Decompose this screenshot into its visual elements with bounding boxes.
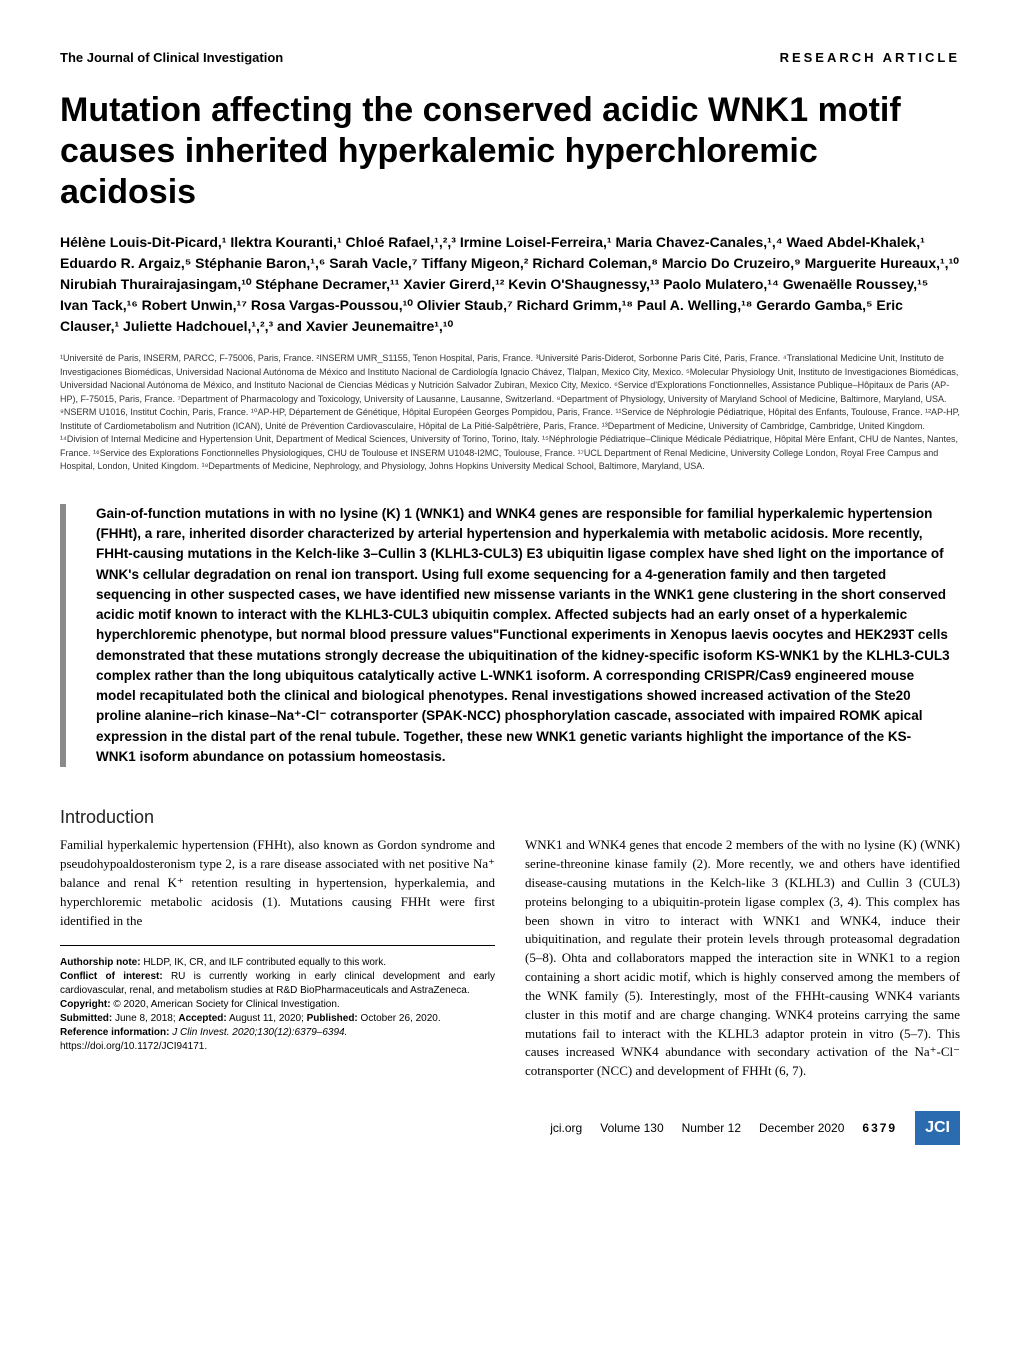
body-columns: Familial hyperkalemic hypertension (FHHt… <box>60 836 960 1081</box>
accepted-label: Accepted: <box>178 1013 226 1024</box>
accepted-text: August 11, 2020; <box>227 1013 307 1024</box>
doi-text: https://doi.org/10.1172/JCI94171. <box>60 1040 495 1054</box>
copyright-label: Copyright: <box>60 999 111 1010</box>
introduction-heading: Introduction <box>60 807 960 828</box>
abstract-block: Gain-of-function mutations in with no ly… <box>60 504 960 767</box>
jci-badge: JCI <box>915 1111 960 1145</box>
article-type: RESEARCH ARTICLE <box>780 50 960 65</box>
authorship-note: Authorship note: HLDP, IK, CR, and ILF c… <box>60 956 495 970</box>
journal-name: The Journal of Clinical Investigation <box>60 50 283 65</box>
dates-note: Submitted: June 8, 2018; Accepted: Augus… <box>60 1012 495 1026</box>
intro-right-text: WNK1 and WNK4 genes that encode 2 member… <box>525 836 960 1081</box>
footer-site: jci.org <box>550 1121 582 1135</box>
footer-date: December 2020 <box>759 1121 844 1135</box>
reference-text: J Clin Invest. 2020;130(12):6379–6394. <box>169 1027 347 1038</box>
published-label: Published: <box>307 1013 358 1024</box>
reference-note: Reference information: J Clin Invest. 20… <box>60 1026 495 1040</box>
page-header: The Journal of Clinical Investigation RE… <box>60 50 960 65</box>
footnotes: Authorship note: HLDP, IK, CR, and ILF c… <box>60 956 495 1054</box>
authorship-text: HLDP, IK, CR, and ILF contributed equall… <box>141 957 387 968</box>
authorship-label: Authorship note: <box>60 957 141 968</box>
published-text: October 26, 2020. <box>358 1013 441 1024</box>
footer-page: 6379 <box>862 1121 897 1135</box>
abstract-sidebar <box>60 504 66 767</box>
submitted-text: June 8, 2018; <box>112 1013 178 1024</box>
right-column: WNK1 and WNK4 genes that encode 2 member… <box>525 836 960 1081</box>
copyright-note: Copyright: © 2020, American Society for … <box>60 998 495 1012</box>
intro-left-text: Familial hyperkalemic hypertension (FHHt… <box>60 836 495 930</box>
conflict-note: Conflict of interest: RU is currently wo… <box>60 970 495 998</box>
abstract-text: Gain-of-function mutations in with no ly… <box>96 504 960 767</box>
authors-list: Hélène Louis-Dit-Picard,¹ Ilektra Kouran… <box>60 232 960 337</box>
submitted-label: Submitted: <box>60 1013 112 1024</box>
reference-label: Reference information: <box>60 1027 169 1038</box>
page-footer: jci.org Volume 130 Number 12 December 20… <box>60 1111 960 1145</box>
affiliations: ¹Université de Paris, INSERM, PARCC, F-7… <box>60 352 960 474</box>
copyright-text: © 2020, American Society for Clinical In… <box>111 999 340 1010</box>
conflict-label: Conflict of interest: <box>60 971 163 982</box>
footer-number: Number 12 <box>682 1121 741 1135</box>
footnote-divider <box>60 945 495 946</box>
footer-volume: Volume 130 <box>600 1121 663 1135</box>
left-column: Familial hyperkalemic hypertension (FHHt… <box>60 836 495 1081</box>
article-title: Mutation affecting the conserved acidic … <box>60 90 960 212</box>
